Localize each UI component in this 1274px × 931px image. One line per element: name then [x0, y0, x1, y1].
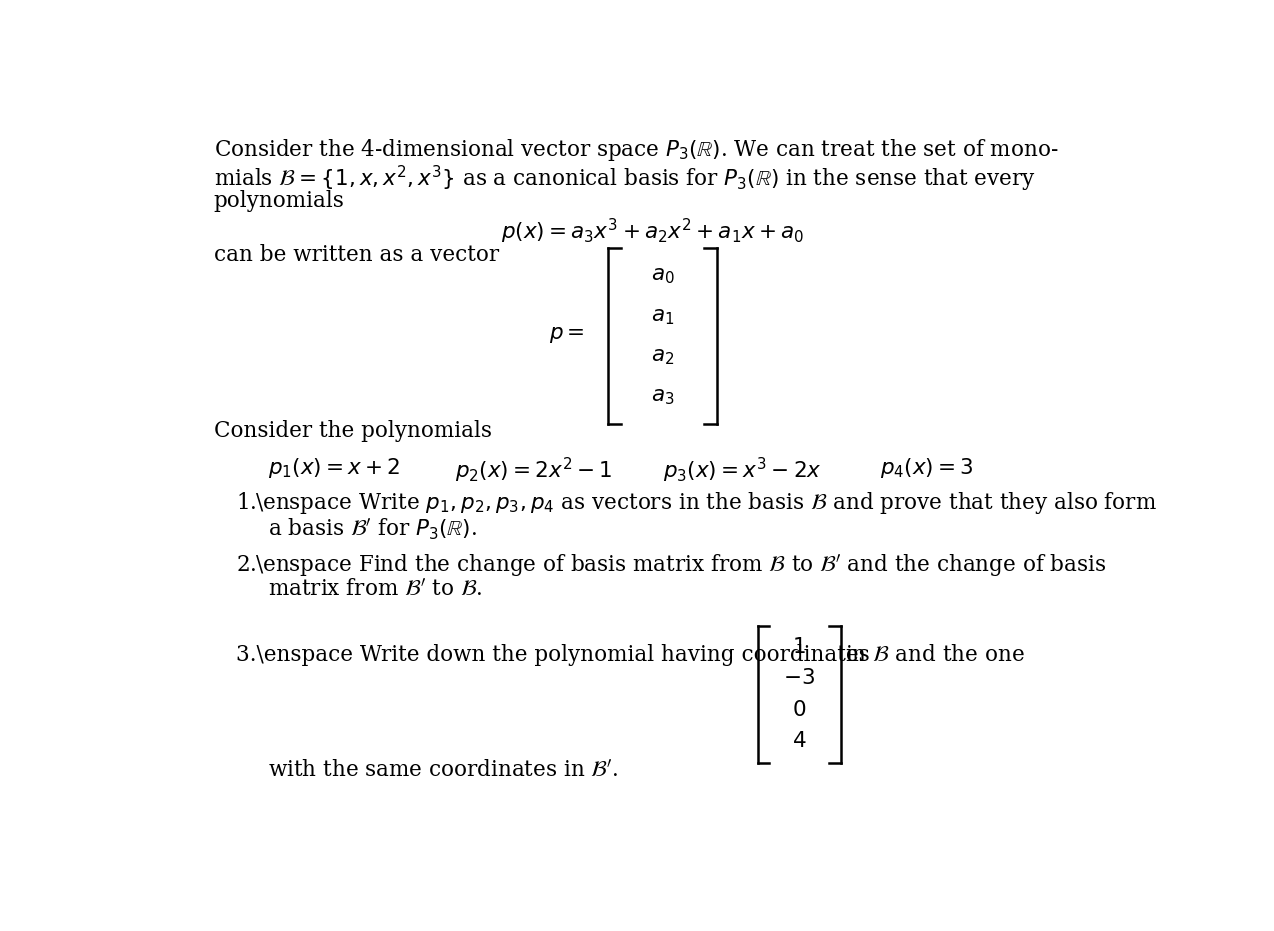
Text: $p =$: $p =$: [549, 323, 585, 345]
Text: mials $\mathcal{B} = \{1, x, x^2, x^3\}$ as a canonical basis for $P_3(\mathbb{R: mials $\mathcal{B} = \{1, x, x^2, x^3\}$…: [214, 163, 1036, 194]
Text: $p_1(x) = x + 2$: $p_1(x) = x + 2$: [268, 456, 400, 479]
Text: $0$: $0$: [792, 699, 806, 721]
Text: 2.\enspace Find the change of basis matrix from $\mathcal{B}$ to $\mathcal{B}'$ : 2.\enspace Find the change of basis matr…: [236, 553, 1107, 579]
Text: $p(x) = a_3x^3 + a_2x^2 + a_1x + a_0$: $p(x) = a_3x^3 + a_2x^2 + a_1x + a_0$: [502, 217, 804, 247]
Text: in $\mathcal{B}$ and the one: in $\mathcal{B}$ and the one: [846, 643, 1026, 666]
Text: $4$: $4$: [792, 730, 806, 752]
Text: $p_4(x) = 3$: $p_4(x) = 3$: [880, 456, 973, 479]
Text: matrix from $\mathcal{B}'$ to $\mathcal{B}$.: matrix from $\mathcal{B}'$ to $\mathcal{…: [268, 579, 483, 601]
Text: can be written as a vector: can be written as a vector: [214, 244, 498, 265]
Text: $p_2(x) = 2x^2 - 1$: $p_2(x) = 2x^2 - 1$: [456, 456, 613, 485]
Text: $-3$: $-3$: [784, 668, 815, 690]
Text: a basis $\mathcal{B}'$ for $P_3(\mathbb{R})$.: a basis $\mathcal{B}'$ for $P_3(\mathbb{…: [268, 517, 476, 542]
Text: $a_2$: $a_2$: [651, 344, 674, 367]
Text: $p_3(x) = x^3 - 2x$: $p_3(x) = x^3 - 2x$: [662, 456, 822, 485]
Text: Consider the 4-dimensional vector space $P_3(\mathbb{R})$. We can treat the set : Consider the 4-dimensional vector space …: [214, 137, 1057, 163]
Text: 3.\enspace Write down the polynomial having coordinates: 3.\enspace Write down the polynomial hav…: [236, 643, 870, 666]
Text: $a_1$: $a_1$: [651, 304, 674, 327]
Text: $1$: $1$: [792, 636, 806, 658]
Text: polynomials: polynomials: [214, 190, 344, 212]
Text: Consider the polynomials: Consider the polynomials: [214, 420, 492, 442]
Text: with the same coordinates in $\mathcal{B}'$.: with the same coordinates in $\mathcal{B…: [268, 761, 618, 782]
Text: $a_3$: $a_3$: [651, 385, 674, 407]
Text: $a_0$: $a_0$: [651, 264, 675, 286]
Text: 1.\enspace Write $p_1, p_2, p_3, p_4$ as vectors in the basis $\mathcal{B}$ and : 1.\enspace Write $p_1, p_2, p_3, p_4$ as…: [236, 491, 1157, 516]
